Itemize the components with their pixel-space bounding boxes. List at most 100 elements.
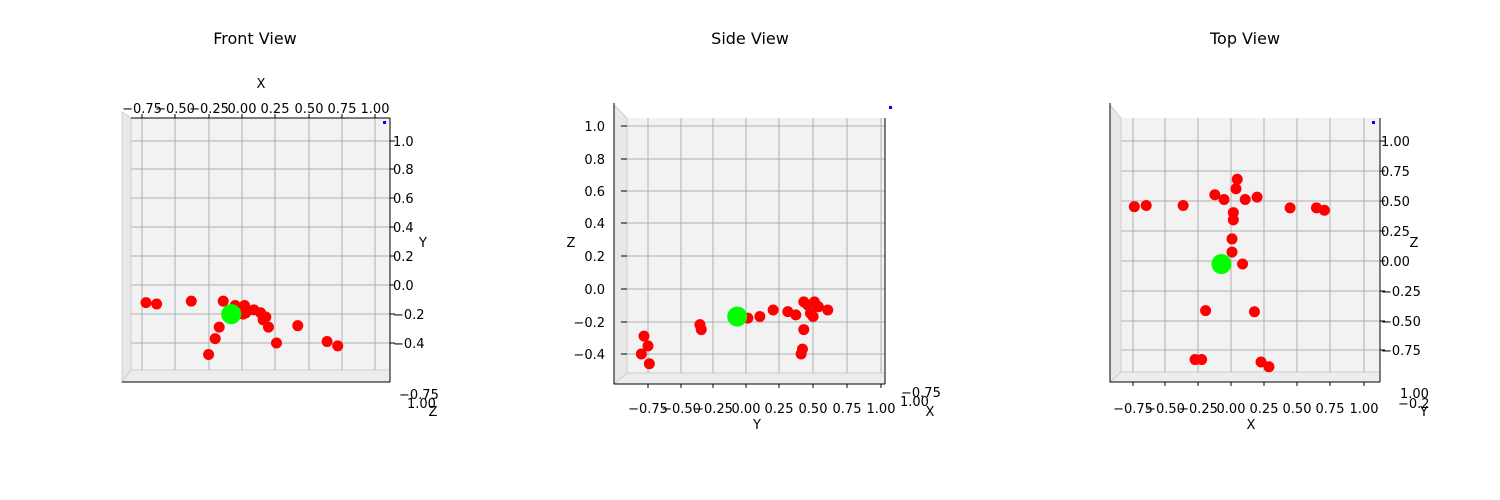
x-tick-label: 0.50 (295, 102, 324, 117)
data-point (767, 304, 779, 316)
data-point (1209, 189, 1221, 201)
y-tick-label: 0.6 (393, 192, 414, 207)
x-axis-label: X (1247, 418, 1256, 433)
data-point (754, 311, 766, 323)
data-point (822, 304, 834, 316)
back-pane (1121, 118, 1380, 372)
floor-pane (1108, 371, 1381, 383)
data-point (807, 311, 819, 323)
back-pane (627, 118, 885, 373)
x-tick-label: 0.25 (765, 402, 794, 417)
side-pane (613, 103, 628, 386)
data-point (812, 301, 824, 313)
y-tick-label: 0.4 (393, 221, 414, 236)
highlight-point (1211, 254, 1232, 275)
data-point (321, 336, 333, 348)
origin-marker (889, 106, 892, 109)
data-point (1248, 306, 1260, 318)
chart-title: Front View (213, 29, 297, 48)
front-view-panel: Front View−0.75−0.50−0.250.00 0.25 0.50 0.7… (121, 29, 439, 420)
chart-title: Side View (711, 29, 789, 48)
y-tick-label: 1.0 (393, 135, 414, 150)
side-view-panel: Side View−0.75−0.50−0.250.00 0.25 0.50 0.75… (567, 29, 941, 433)
depth-tick-label: −0.75 (399, 388, 439, 403)
y-tick-label: 1.00 (1381, 135, 1410, 150)
origin-marker (383, 121, 386, 124)
x-tick-label: −0.25 (189, 102, 229, 117)
x-tick-label: −0.75 (122, 102, 162, 117)
back-pane (131, 118, 390, 370)
x-axis-label: X (257, 77, 266, 92)
x-tick-label: −0.75 (1113, 402, 1153, 417)
data-point (1218, 194, 1230, 206)
data-point (1140, 199, 1152, 211)
x-tick-label: 0.50 (799, 402, 828, 417)
data-point (1196, 354, 1208, 366)
x-tick-label: −0.50 (155, 102, 195, 117)
x-tick-label: 0.75 (328, 102, 357, 117)
y-tick-label: −0.25 (1381, 285, 1421, 300)
y-tick-label: −0.4 (573, 348, 605, 363)
x-tick-label: 0.00 (732, 402, 761, 417)
chart-title: Top View (1209, 29, 1280, 48)
data-point (270, 337, 282, 349)
side-pane (121, 111, 132, 384)
data-point (1231, 173, 1243, 185)
y-tick-label: 0.4 (584, 217, 605, 232)
depth-tick-label: −0.75 (901, 386, 941, 401)
data-point (213, 321, 225, 333)
data-point (1226, 233, 1238, 245)
x-tick-label: 1.00 (1350, 402, 1379, 417)
depth-axis-label: X (926, 405, 935, 420)
depth-tick-label: −0.2 (1398, 397, 1430, 412)
data-point (151, 298, 163, 310)
x-tick-label: 0.75 (1316, 402, 1345, 417)
y-tick-label: −0.4 (393, 337, 425, 352)
data-point (795, 348, 807, 360)
y-tick-label: 0.2 (584, 250, 605, 265)
data-point (332, 340, 344, 352)
data-point (1226, 246, 1238, 258)
data-point (798, 324, 810, 336)
y-tick-label: 0.8 (393, 163, 414, 178)
side-pane (1109, 103, 1122, 384)
data-point (203, 349, 215, 361)
depth-axis-label: Y (1419, 405, 1428, 420)
x-tick-label: 1.00 (867, 402, 896, 417)
y-tick-label: 0.0 (584, 283, 605, 298)
data-point (642, 340, 654, 352)
y-axis-label: Z (567, 236, 576, 251)
data-point (1239, 194, 1251, 206)
y-tick-label: 0.8 (584, 153, 605, 168)
x-tick-label: −0.50 (661, 402, 701, 417)
data-point (695, 324, 707, 336)
y-tick-label: 0.0 (393, 279, 414, 294)
highlight-point (727, 306, 748, 327)
data-point (292, 320, 304, 332)
floor-pane (612, 372, 886, 385)
depth-tick-label: 1.00 (1400, 387, 1429, 402)
x-tick-label: 1.00 (361, 102, 390, 117)
y-tick-label: −0.50 (1381, 315, 1421, 330)
top-view-panel: Top View−0.75−0.50−0.250.00 0.25 0.50 0.75 1… (1108, 29, 1430, 433)
y-tick-label: 0.2 (393, 250, 414, 265)
data-point (1318, 204, 1330, 216)
x-tick-label: −0.25 (693, 402, 733, 417)
x-axis-label: Y (752, 418, 761, 433)
data-point (209, 333, 221, 345)
y-tick-label: −0.2 (393, 308, 425, 323)
data-point (1230, 183, 1242, 195)
data-point (1200, 305, 1212, 317)
y-tick-label: 0.75 (1381, 165, 1410, 180)
x-tick-label: 0.50 (1283, 402, 1312, 417)
data-point (262, 321, 274, 333)
data-point (1227, 214, 1239, 226)
data-point (217, 295, 229, 307)
depth-axis-label: Z (429, 405, 438, 420)
y-tick-label: 0.00 (1381, 255, 1410, 270)
x-tick-label: 0.00 (1217, 402, 1246, 417)
depth-tick-label: 1.00 (407, 397, 436, 412)
floor-pane (121, 369, 391, 383)
y-tick-label: 0.50 (1381, 195, 1410, 210)
